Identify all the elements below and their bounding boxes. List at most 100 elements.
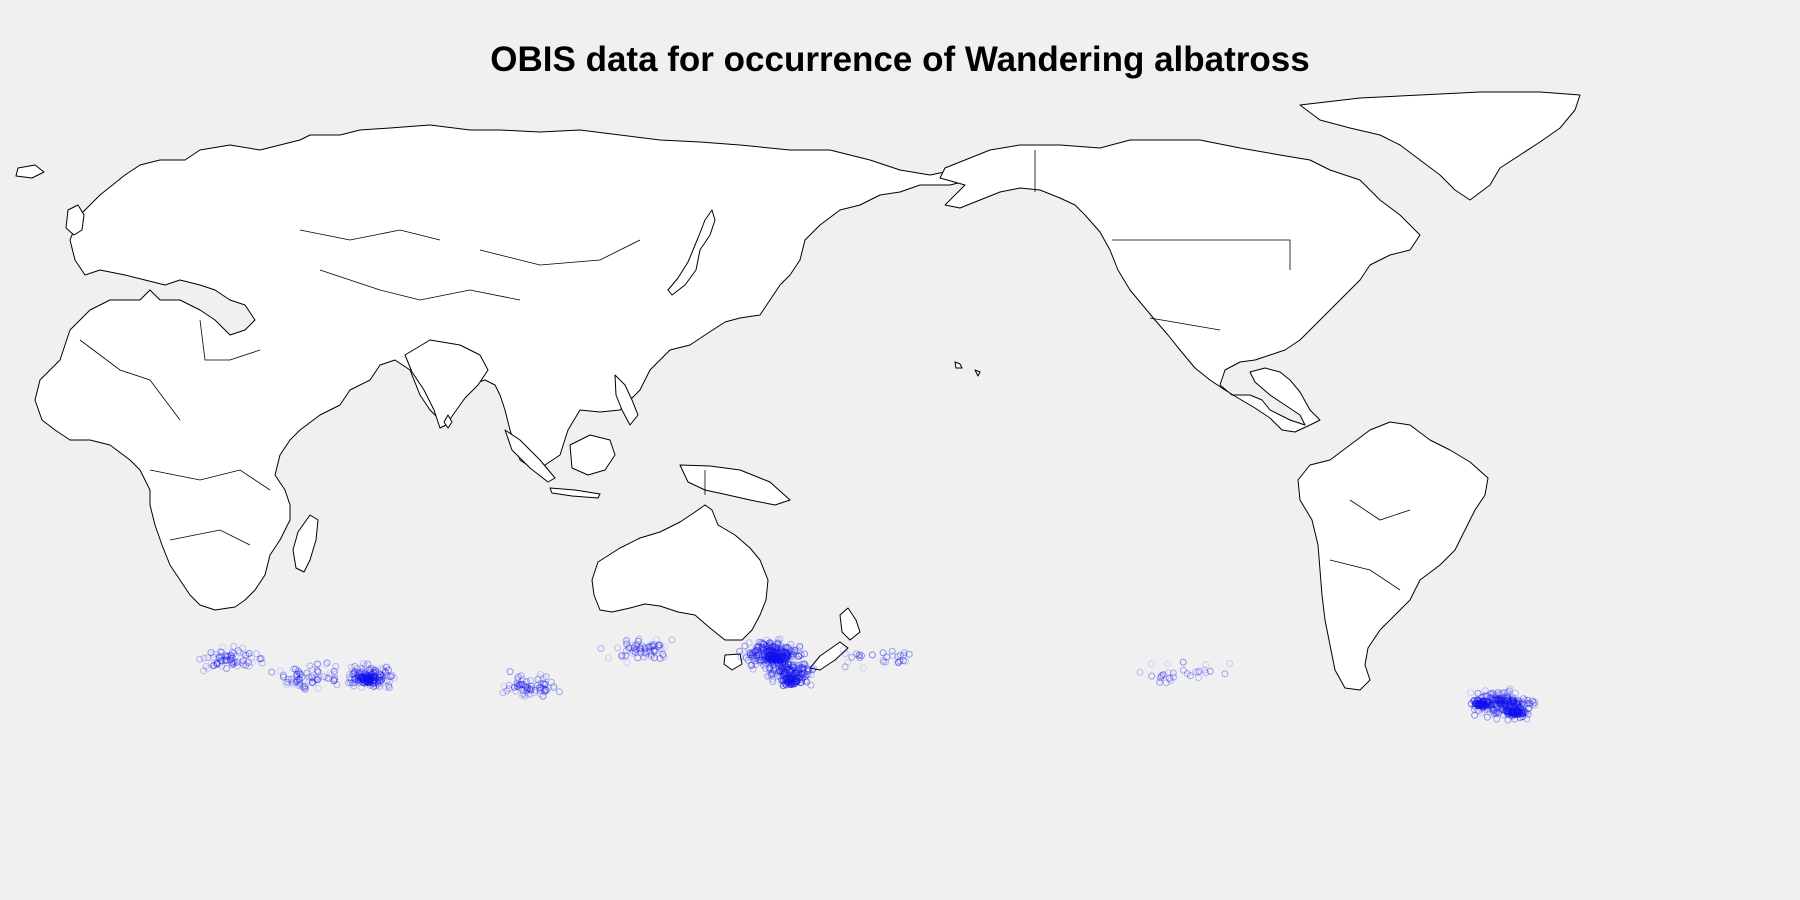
occurrence-point (314, 660, 321, 668)
occurrence-point (526, 686, 534, 694)
occurrence-point (629, 647, 637, 655)
occurrence-point (276, 667, 284, 675)
occurrence-point (800, 669, 808, 677)
occurrence-point (1496, 696, 1504, 704)
occurrence-point (523, 686, 531, 694)
occurrence-point (755, 656, 763, 664)
occurrence-point (798, 665, 806, 673)
occurrence-point (779, 664, 787, 672)
occurrence-point (795, 670, 803, 678)
occurrence-point (1506, 696, 1514, 704)
occurrence-point (640, 653, 648, 661)
occurrence-point (299, 683, 307, 691)
occurrence-point (756, 653, 764, 661)
occurrence-point (516, 682, 523, 690)
occurrence-point (770, 664, 778, 672)
occurrence-point (623, 647, 630, 655)
occurrence-point (796, 642, 804, 650)
occurrence-point (785, 666, 793, 674)
occurrence-point (390, 674, 398, 682)
occurrence-point (253, 650, 260, 658)
occurrence-point (763, 645, 771, 653)
occurrence-point (283, 681, 291, 689)
occurrence-point (200, 654, 208, 662)
occurrence-point (217, 656, 225, 664)
occurrence-point (249, 658, 257, 666)
occurrence-point (794, 655, 802, 663)
occurrence-point (793, 662, 801, 670)
occurrence-point (382, 669, 389, 677)
occurrence-point (284, 678, 292, 686)
occurrence-point (234, 647, 242, 655)
occurrence-point (777, 646, 785, 654)
occurrence-point (1506, 685, 1514, 693)
occurrence-point (781, 660, 789, 668)
occurrence-point (804, 665, 812, 673)
eurasia-africa-landmass (34, 124, 971, 611)
occurrence-point (224, 652, 232, 660)
occurrence-point (1513, 698, 1521, 706)
occurrence-point (539, 679, 547, 687)
occurrence-point (753, 650, 761, 658)
occurrence-point (295, 675, 303, 683)
new-zealand-south-landmass (809, 641, 849, 671)
occurrence-point (550, 684, 558, 692)
occurrence-point (1497, 696, 1505, 704)
occurrence-point (222, 655, 230, 663)
occurrence-point (301, 685, 309, 693)
occurrence-point (1496, 694, 1504, 702)
occurrence-point (784, 663, 792, 671)
occurrence-point (210, 661, 218, 669)
occurrence-point (332, 663, 340, 670)
occurrence-point (773, 670, 781, 678)
occurrence-point (350, 669, 358, 677)
occurrence-point (748, 661, 756, 669)
occurrence-point (1497, 697, 1505, 705)
occurrence-point (213, 660, 221, 668)
occurrence-point (774, 639, 782, 647)
occurrence-point (795, 666, 803, 674)
occurrence-point (798, 663, 806, 671)
occurrence-point (631, 648, 639, 656)
occurrence-point (1508, 698, 1516, 706)
occurrence-point (1166, 675, 1174, 682)
occurrence-point (1514, 697, 1522, 705)
occurrence-point (1157, 674, 1164, 682)
occurrence-point (794, 652, 802, 660)
occurrence-point (659, 651, 667, 659)
occurrence-point (1511, 698, 1519, 706)
occurrence-point (622, 637, 630, 645)
occurrence-point (1514, 696, 1522, 704)
occurrence-point (500, 682, 508, 690)
occurrence-point (749, 653, 756, 661)
occurrence-point (749, 665, 757, 673)
occurrence-point (1494, 702, 1502, 710)
occurrence-point (645, 643, 653, 651)
occurrence-point (748, 649, 756, 657)
occurrence-point (314, 667, 322, 675)
occurrence-point (215, 653, 223, 661)
occurrence-point (369, 664, 377, 672)
occurrence-point (1494, 689, 1502, 697)
occurrence-point (242, 651, 250, 659)
occurrence-point (652, 648, 660, 656)
occurrence-point (789, 661, 797, 669)
occurrence-point (784, 660, 792, 668)
occurrence-point (630, 644, 638, 652)
occurrence-point (747, 661, 755, 669)
occurrence-point (1491, 696, 1499, 704)
occurrence-point (233, 662, 241, 670)
occurrence-point (1496, 690, 1504, 698)
occurrence-point (294, 667, 302, 675)
occurrence-point (784, 666, 792, 674)
occurrence-point (752, 643, 760, 651)
occurrence-point (605, 654, 612, 662)
occurrence-point (1504, 695, 1512, 703)
occurrence-point (894, 653, 902, 661)
occurrence-point (769, 678, 777, 686)
occurrence-point (1492, 709, 1500, 717)
occurrence-point (801, 660, 809, 668)
occurrence-point (327, 671, 335, 679)
occurrence-point (351, 668, 359, 676)
occurrence-point (1520, 701, 1528, 709)
